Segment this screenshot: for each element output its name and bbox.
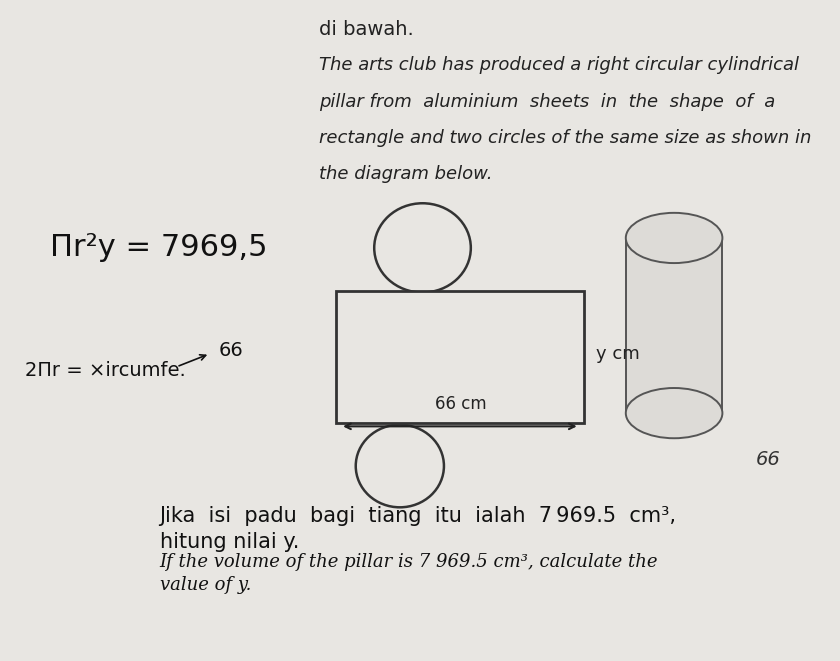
Text: value of y.: value of y. (160, 576, 251, 594)
Text: pillar from  aluminium  sheets  in  the  shape  of  a: pillar from aluminium sheets in the shap… (319, 93, 775, 110)
Text: y cm: y cm (596, 344, 640, 363)
Text: 66 cm: 66 cm (434, 395, 486, 413)
Text: If the volume of the pillar is 7 969.5 cm³, calculate the: If the volume of the pillar is 7 969.5 c… (160, 553, 658, 571)
Bar (626, 238, 722, 413)
Text: rectangle and two circles of the same size as shown in: rectangle and two circles of the same si… (319, 129, 811, 147)
Ellipse shape (375, 203, 470, 292)
Ellipse shape (626, 213, 722, 263)
Text: the diagram below.: the diagram below. (319, 165, 493, 183)
Text: hitung nilai y.: hitung nilai y. (160, 532, 299, 552)
Ellipse shape (356, 425, 444, 508)
Bar (336, 291, 584, 423)
Text: Πr²y = 7969,5: Πr²y = 7969,5 (50, 233, 268, 262)
Text: di bawah.: di bawah. (319, 20, 414, 39)
Text: 2Πr = ×ircumfe.: 2Πr = ×ircumfe. (25, 361, 186, 379)
Ellipse shape (626, 388, 722, 438)
Text: 66: 66 (756, 450, 780, 469)
Text: The arts club has produced a right circular cylindrical: The arts club has produced a right circu… (319, 56, 799, 74)
Text: Jika  isi  padu  bagi  tiang  itu  ialah  7 969.5  cm³,: Jika isi padu bagi tiang itu ialah 7 969… (160, 506, 676, 525)
Text: 66: 66 (218, 341, 243, 360)
